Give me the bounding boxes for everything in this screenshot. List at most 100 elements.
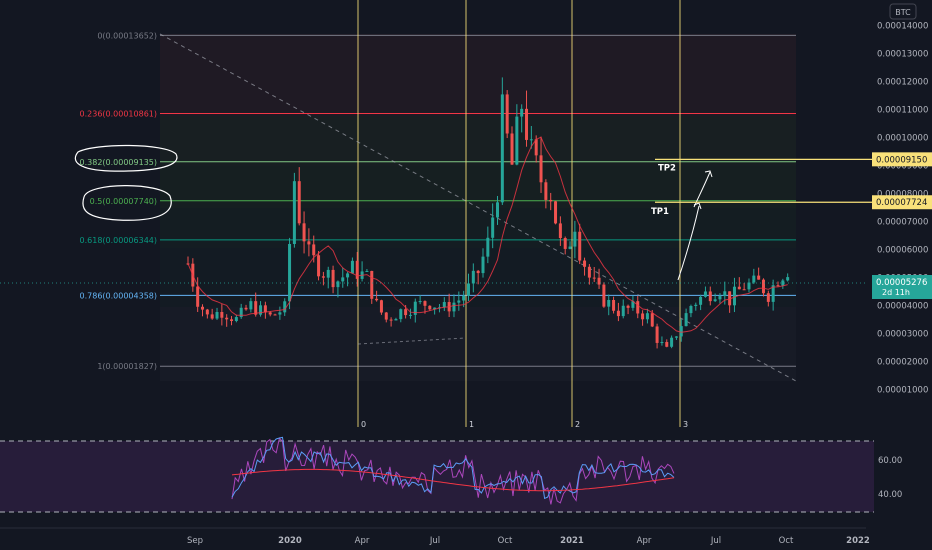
candle-body bbox=[699, 296, 703, 305]
x-tick-label: Apr bbox=[637, 536, 652, 546]
candle-body bbox=[747, 282, 751, 290]
candle-body bbox=[384, 312, 388, 320]
candle-body bbox=[525, 108, 529, 140]
candle-body bbox=[554, 201, 558, 224]
candle-body bbox=[379, 300, 383, 313]
candle-body bbox=[766, 293, 770, 302]
candle-body bbox=[292, 181, 296, 244]
tp2-arrow-head bbox=[704, 170, 713, 178]
target-name: TP2 bbox=[658, 163, 676, 173]
candle-body bbox=[679, 326, 683, 337]
candle-body bbox=[346, 273, 350, 278]
candle-body bbox=[500, 94, 504, 203]
candle-body bbox=[592, 277, 596, 279]
candle-body bbox=[491, 217, 495, 238]
candle-body bbox=[394, 319, 398, 321]
candle-body bbox=[587, 266, 591, 278]
candle-body bbox=[539, 155, 543, 183]
candle-body bbox=[529, 139, 533, 141]
cycle-marker-label: 0 bbox=[361, 420, 366, 429]
candle-body bbox=[558, 223, 562, 239]
candle-body bbox=[234, 317, 238, 322]
candle-body bbox=[433, 307, 437, 310]
candlestick-series bbox=[186, 77, 790, 349]
x-tick-label: Jul bbox=[710, 536, 721, 546]
rsi-line bbox=[231, 437, 675, 505]
cycle-marker-label: 1 bbox=[469, 420, 474, 429]
y-tick-label: 0.00010000 bbox=[877, 134, 928, 144]
candle-body bbox=[331, 269, 335, 288]
candle-body bbox=[583, 260, 587, 267]
time-axis[interactable]: Sep 2020 Apr Jul Oct 2021 Apr Jul Oct 2022 bbox=[0, 527, 870, 546]
x-tick-label: Oct bbox=[779, 536, 794, 546]
current-price-label: 0.00005276 bbox=[876, 278, 927, 288]
candle-body bbox=[399, 309, 403, 320]
candle-body bbox=[404, 309, 408, 316]
candle-body bbox=[718, 296, 722, 300]
cycle-marker-label: 2 bbox=[575, 420, 580, 429]
candle-body bbox=[370, 270, 374, 299]
candle-body bbox=[674, 336, 678, 338]
candle-body bbox=[210, 314, 214, 319]
highlight-circle-05 bbox=[82, 185, 172, 221]
candle-body bbox=[263, 305, 267, 313]
y-tick-label: 0.00006000 bbox=[877, 245, 928, 255]
candle-body bbox=[665, 342, 669, 347]
candle-body bbox=[660, 342, 664, 344]
y-tick-label: 0.00008000 bbox=[877, 190, 928, 200]
x-tick-label: 2022 bbox=[846, 536, 870, 546]
candle-body bbox=[737, 286, 741, 290]
target-name: TP1 bbox=[651, 207, 669, 217]
candle-body bbox=[302, 223, 306, 242]
candle-body bbox=[244, 307, 248, 310]
target-price-tag bbox=[872, 195, 932, 210]
candle-body bbox=[621, 305, 625, 317]
candle-body bbox=[321, 276, 325, 278]
candle-body bbox=[728, 291, 732, 306]
rsi-band bbox=[0, 441, 874, 512]
candle-body bbox=[350, 260, 354, 274]
candle-body bbox=[230, 319, 234, 322]
candle-body bbox=[457, 300, 461, 303]
fib-zone-2 bbox=[160, 116, 796, 166]
y-tick-label: 0.00002000 bbox=[877, 357, 928, 367]
candle-body bbox=[278, 312, 282, 315]
rsi-signal-line bbox=[231, 436, 675, 500]
candle-body bbox=[563, 238, 567, 249]
candle-body bbox=[602, 284, 606, 307]
candle-body bbox=[466, 283, 470, 296]
candle-body bbox=[732, 286, 736, 306]
candle-body bbox=[326, 269, 330, 278]
currency-badge[interactable] bbox=[889, 3, 917, 20]
candle-body bbox=[215, 312, 219, 319]
candle-body bbox=[771, 285, 775, 302]
candle-body bbox=[418, 301, 422, 303]
candle-body bbox=[761, 279, 765, 294]
candle-body bbox=[375, 298, 379, 301]
candle-body bbox=[249, 301, 253, 310]
candle-body bbox=[776, 285, 780, 287]
candle-body bbox=[283, 301, 287, 313]
currency-label: BTC bbox=[895, 8, 911, 17]
x-tick-label: 2020 bbox=[278, 536, 302, 546]
fib-level-label: 0.618(0.00006344) bbox=[80, 236, 158, 245]
candle-body bbox=[355, 260, 359, 279]
candle-body bbox=[578, 231, 582, 261]
x-tick-label: Jul bbox=[429, 536, 440, 546]
candle-body bbox=[239, 307, 243, 318]
y-tick-label: 0.00007000 bbox=[877, 217, 928, 227]
y-tick-label: 0.00009000 bbox=[877, 162, 928, 172]
candle-body bbox=[723, 291, 727, 297]
candle-body bbox=[708, 291, 712, 302]
rsi-tick-label: 60.00 bbox=[878, 456, 902, 466]
x-tick-label: Apr bbox=[355, 536, 370, 546]
candle-body bbox=[742, 289, 746, 291]
fib-level-label: 1(0.00001827) bbox=[97, 362, 157, 371]
candle-body bbox=[341, 277, 345, 282]
candle-body bbox=[462, 295, 466, 301]
fib-zone-top bbox=[160, 34, 796, 116]
candle-body bbox=[515, 116, 519, 165]
candle-body bbox=[273, 314, 277, 316]
fib-zone-6 bbox=[160, 307, 796, 381]
